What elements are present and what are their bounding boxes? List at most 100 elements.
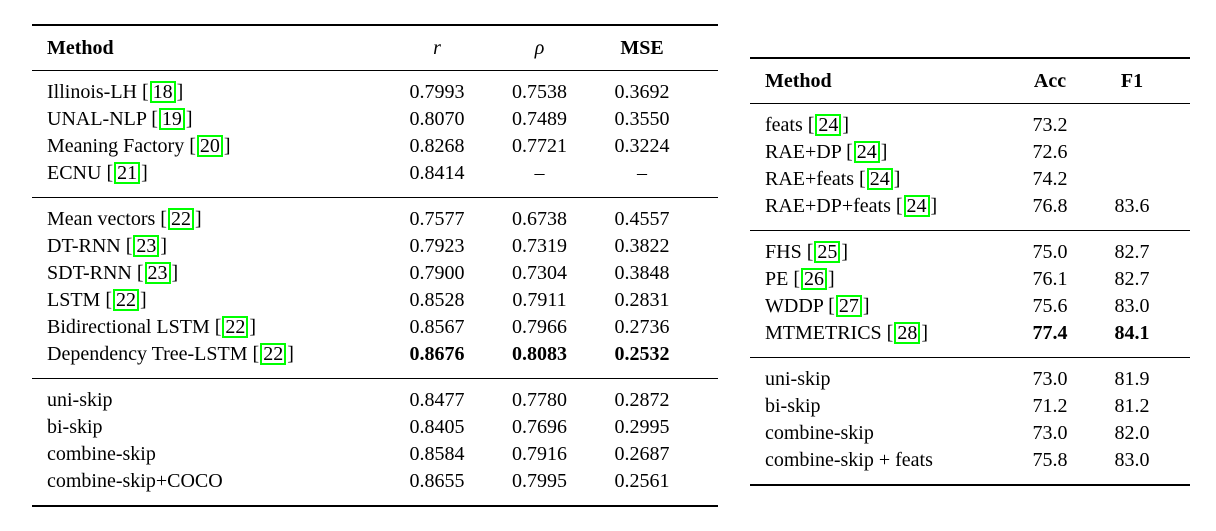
citation-link[interactable]: 25 [814, 241, 841, 263]
method-label-end: ] [140, 289, 147, 311]
method-cell: Bidirectional LSTM [22] [32, 314, 387, 341]
method-cell: uni-skip [750, 358, 1010, 394]
header-row: Method Acc F1 [750, 58, 1190, 104]
f1-cell: 81.9 [1114, 368, 1150, 390]
citation-link[interactable]: 27 [835, 295, 862, 317]
table-row: bi-skip 0.8405 0.7696 0.2995 [32, 414, 718, 441]
citation-link[interactable]: 22 [113, 289, 139, 311]
mse-cell: 0.2736 [614, 316, 670, 338]
acc-cell: 76.8 [1032, 195, 1068, 217]
acc-cell: 72.6 [1032, 141, 1068, 163]
table-row: bi-skip 71.2 81.2 [750, 393, 1190, 420]
method-label: FHS [ [765, 241, 814, 263]
table-group-baselines: Illinois-LH [18] 0.7993 0.7538 0.3692 UN… [32, 71, 718, 198]
method-label: Dependency Tree-LSTM [ [47, 343, 260, 365]
mse-cell: 0.3692 [614, 81, 670, 103]
method-label-end: ] [880, 141, 888, 163]
method-label: combine-skip+COCO [47, 470, 223, 492]
citation-link[interactable]: 26 [801, 268, 827, 290]
method-label-end: ] [893, 168, 901, 190]
r-cell: 0.7900 [409, 262, 465, 284]
r-cell: 0.8655 [409, 470, 465, 492]
citation-link[interactable]: 19 [158, 108, 185, 130]
f1-cell [1090, 139, 1190, 166]
table-row: combine-skip + feats 75.8 83.0 [750, 447, 1190, 485]
method-label-end: ] [185, 108, 193, 130]
acc-cell: 73.0 [1032, 422, 1068, 444]
citation-link[interactable]: 24 [853, 141, 880, 163]
mse-cell: 0.2561 [614, 470, 670, 492]
method-label: WDDP [ [765, 295, 835, 317]
method-label: RAE+DP+feats [ [765, 195, 903, 217]
citation-link[interactable]: 23 [144, 262, 171, 284]
citation-link[interactable]: 18 [149, 81, 176, 103]
rho-cell: 0.7966 [512, 316, 567, 338]
table-row: FHS [25] 75.0 82.7 [750, 231, 1190, 267]
method-label: UNAL-NLP [ [47, 108, 158, 130]
citation-link[interactable]: 22 [167, 208, 194, 230]
method-label-end: ] [828, 268, 835, 290]
citation-link[interactable]: 24 [903, 195, 930, 217]
rho-header: ρ [534, 37, 545, 59]
method-label-end: ] [249, 316, 257, 338]
method-label: uni-skip [765, 368, 831, 390]
citation-link[interactable]: 28 [894, 322, 921, 344]
acc-cell: 75.8 [1032, 449, 1068, 471]
r-cell: 0.8405 [409, 416, 465, 438]
acc-cell: 76.1 [1032, 268, 1068, 290]
method-label: RAE+feats [ [765, 168, 866, 190]
rho-cell: 0.8083 [512, 343, 567, 365]
rho-cell: 0.7538 [512, 81, 567, 103]
paraphrase-detection-table: Method Acc F1 feats [24] 73.2 RAE+DP [24… [750, 57, 1190, 486]
f1-cell: 82.7 [1114, 268, 1150, 290]
r-cell: 0.8268 [409, 135, 465, 157]
table-row: Dependency Tree-LSTM [22] 0.8676 0.8083 … [32, 341, 718, 379]
rho-cell: 0.6738 [512, 208, 567, 230]
method-cell: combine-skip [750, 420, 1010, 447]
table-row: SDT-RNN [23] 0.7900 0.7304 0.3848 [32, 260, 718, 287]
acc-cell: 73.0 [1032, 368, 1068, 390]
method-cell: Mean vectors [22] [32, 198, 387, 234]
method-label: PE [ [765, 268, 800, 290]
rho-cell: 0.7721 [512, 135, 567, 157]
mse-cell: – [637, 162, 647, 184]
table-header: Method r ρ MSE [32, 25, 718, 71]
table-group-rae: feats [24] 73.2 RAE+DP [24] 72.6 RAE+fea… [750, 104, 1190, 231]
citation-link[interactable]: 23 [133, 235, 160, 257]
method-label: combine-skip [765, 422, 874, 444]
rho-cell: 0.7696 [512, 416, 567, 438]
method-label: Bidirectional LSTM [ [47, 316, 222, 338]
table-group-skip-thoughts: uni-skip 73.0 81.9 bi-skip 71.2 81.2 com… [750, 357, 1190, 486]
method-cell: Dependency Tree-LSTM [22] [32, 341, 387, 379]
f1-cell: 83.0 [1114, 295, 1150, 317]
r-header: r [433, 37, 441, 59]
r-cell: 0.8567 [409, 316, 465, 338]
r-cell: 0.8070 [409, 108, 465, 130]
method-cell: MTMETRICS [28] [750, 320, 1010, 358]
method-cell: Meaning Factory [20] [32, 133, 387, 160]
table-row: uni-skip 73.0 81.9 [750, 358, 1190, 394]
citation-link[interactable]: 24 [815, 114, 842, 136]
method-label-end: ] [921, 322, 929, 344]
method-label-end: ] [841, 241, 849, 263]
mse-cell: 0.2532 [614, 343, 670, 365]
citation-link[interactable]: 22 [222, 316, 249, 338]
r-cell: 0.7993 [409, 81, 465, 103]
citation-link[interactable]: 24 [866, 168, 893, 190]
table-group-feature-systems: FHS [25] 75.0 82.7 PE [26] 76.1 82.7 WDD… [750, 230, 1190, 358]
semantic-relatedness-table: Method r ρ MSE Illinois-LH [18] 0.7993 0… [32, 24, 718, 507]
method-label: MTMETRICS [ [765, 322, 894, 344]
citation-link[interactable]: 22 [260, 343, 287, 365]
citation-link[interactable]: 21 [114, 162, 141, 184]
method-label-end: ] [862, 295, 870, 317]
method-cell: feats [24] [750, 104, 1010, 140]
citation-link[interactable]: 20 [196, 135, 223, 157]
mse-cell: 0.4557 [614, 208, 670, 230]
method-cell: WDDP [27] [750, 293, 1010, 320]
method-label: SDT-RNN [ [47, 262, 144, 284]
mse-cell: 0.3822 [614, 235, 670, 257]
method-label: bi-skip [765, 395, 821, 417]
acc-cell: 74.2 [1032, 168, 1068, 190]
table-row: RAE+DP+feats [24] 76.8 83.6 [750, 193, 1190, 231]
